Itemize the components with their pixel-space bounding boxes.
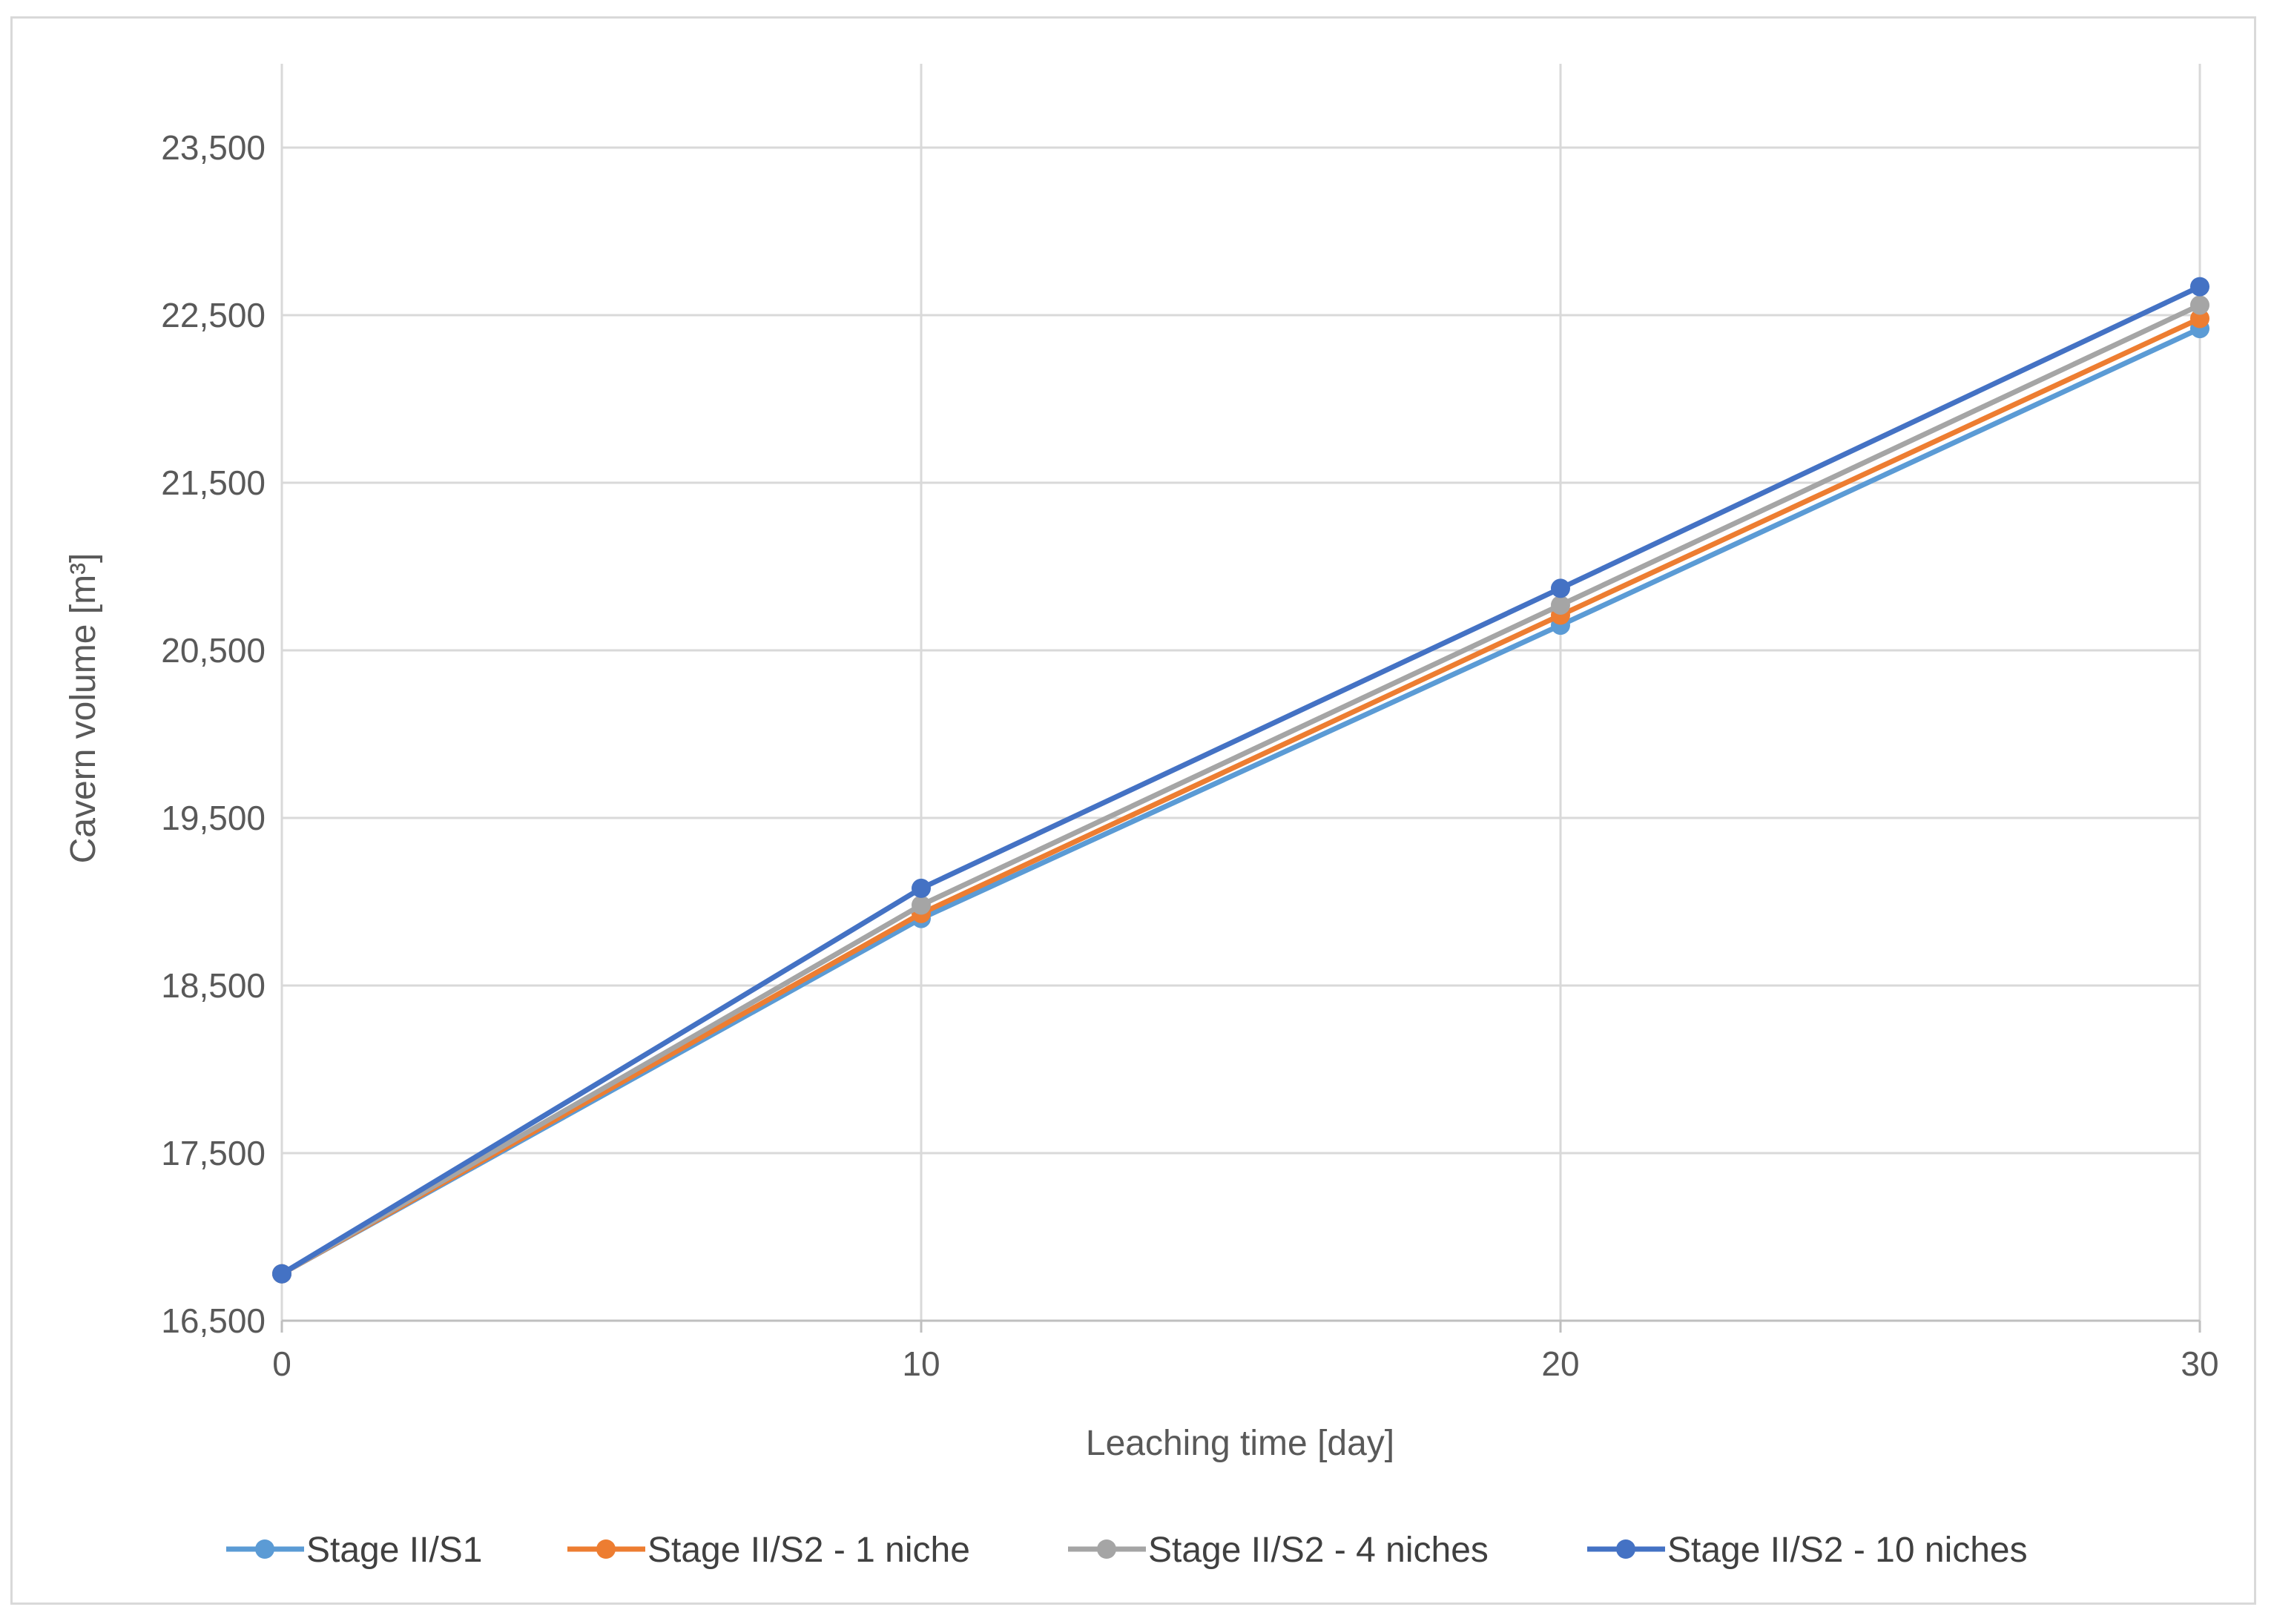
y-tick-label: 16,500 [161, 1301, 266, 1340]
data-point [912, 878, 931, 898]
legend: Stage II/S1 Stage II/S2 - 1 niche Stage II… [226, 1531, 2028, 1570]
series-2 [272, 308, 2209, 1284]
legend-label: Stage II/S2 - 1 niche [647, 1531, 970, 1570]
y-tick-label: 17,500 [161, 1134, 266, 1172]
y-axis-title: Cavern volume [m³] [64, 553, 103, 864]
y-tick-label: 20,500 [161, 631, 266, 670]
y-tick-label: 22,500 [161, 296, 266, 334]
x-tick-label: 0 [272, 1344, 291, 1383]
legend-item-3: Stage II/S2 - 4 niches [1068, 1531, 1489, 1570]
y-tick-label: 19,500 [161, 799, 266, 837]
x-tick-label: 10 [902, 1344, 940, 1383]
legend-item-4: Stage II/S2 - 10 niches [1587, 1531, 2028, 1570]
x-tick-label: 20 [1541, 1344, 1579, 1383]
data-point [912, 895, 931, 915]
legend-marker [255, 1539, 274, 1559]
y-tick-label: 21,500 [161, 463, 266, 502]
series-line [280, 284, 2201, 1276]
legend-marker [1097, 1539, 1116, 1559]
grid-lines [280, 64, 2201, 1321]
tick-labels: 16,500 17,500 18,500 19,500 20,500 21,500 22,5… [161, 128, 2218, 1383]
data-point [272, 1264, 291, 1284]
data-point [2190, 308, 2209, 329]
data-point [2190, 277, 2209, 297]
legend-label: Stage II/S1 [306, 1531, 483, 1570]
data-point [1551, 578, 1570, 598]
legend-marker [1616, 1539, 1635, 1559]
y-tick-label: 23,500 [161, 128, 266, 167]
series-1 [272, 319, 2209, 1284]
series-4 [272, 277, 2209, 1284]
legend-item-2: Stage II/S2 - 1 niche [567, 1531, 970, 1570]
chart-frame [10, 16, 2256, 1605]
legend-item-1: Stage II/S1 [226, 1531, 483, 1570]
y-tick-label: 18,500 [161, 966, 266, 1005]
data-point [1551, 595, 1570, 615]
legend-label: Stage II/S2 - 10 niches [1667, 1531, 2028, 1570]
series-lines [272, 277, 2209, 1284]
series-3 [272, 295, 2209, 1284]
series-line [280, 303, 2201, 1276]
series-line [280, 326, 2201, 1276]
legend-marker [596, 1539, 616, 1559]
legend-label: Stage II/S2 - 4 niches [1148, 1531, 1489, 1570]
x-tick-label: 30 [2181, 1344, 2218, 1383]
axes [280, 1319, 2201, 1333]
x-axis-title: Leaching time [day] [1086, 1424, 1394, 1463]
series-line [280, 316, 2201, 1276]
data-point [2190, 295, 2209, 315]
